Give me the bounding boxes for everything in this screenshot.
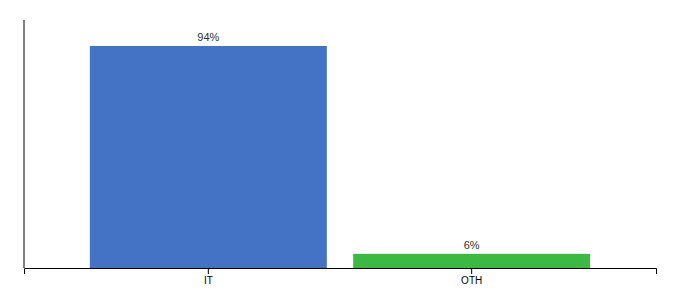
tick: IT bbox=[204, 268, 213, 286]
axis-line bbox=[25, 269, 657, 275]
tick: OTH bbox=[461, 268, 482, 286]
x-axis: IT OTH bbox=[25, 268, 657, 286]
tick-mark bbox=[208, 268, 209, 274]
bar bbox=[90, 46, 327, 268]
tick-label: OTH bbox=[461, 275, 482, 286]
y-axis-line bbox=[24, 20, 25, 268]
bar bbox=[353, 254, 590, 268]
data-labels: 94% 6% bbox=[197, 31, 480, 251]
chart: IT OTH 94% 6% bbox=[0, 0, 680, 300]
data-label: 94% bbox=[197, 31, 219, 43]
tick-mark bbox=[471, 268, 472, 274]
tick-label: IT bbox=[204, 275, 213, 286]
bars bbox=[90, 46, 590, 268]
plot: IT OTH 94% 6% bbox=[24, 20, 657, 286]
data-label: 6% bbox=[464, 239, 480, 251]
